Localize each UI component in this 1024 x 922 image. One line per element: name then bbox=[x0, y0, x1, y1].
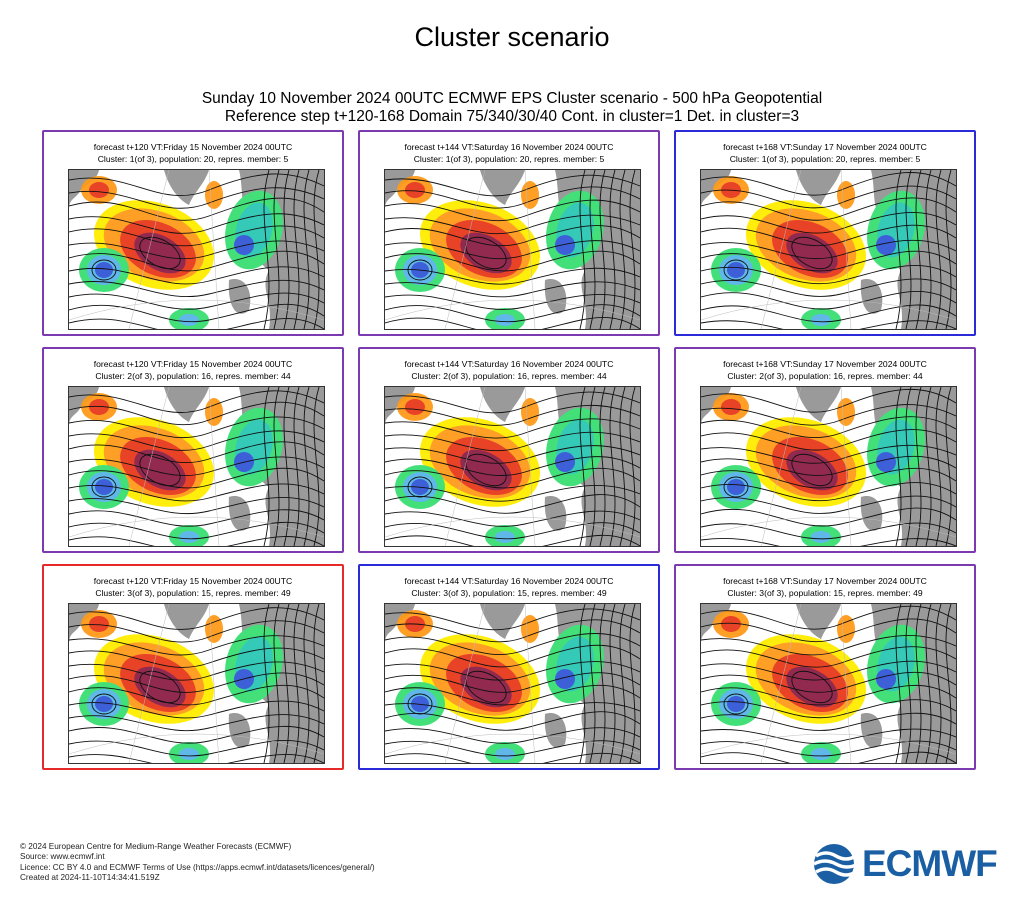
panel-cluster-line: Cluster: 1(of 3), population: 20, repres… bbox=[413, 154, 605, 164]
geopotential-contours bbox=[701, 604, 956, 763]
page-title: Cluster scenario bbox=[414, 22, 610, 52]
panel-forecast-line: forecast t+120 VT:Friday 15 November 202… bbox=[93, 576, 293, 586]
geopotential-contours bbox=[69, 604, 324, 763]
panel-title: forecast t+144 VT:Saturday 16 November 2… bbox=[360, 358, 658, 382]
geopotential-contours bbox=[385, 170, 640, 329]
footer-copyright: © 2024 European Centre for Medium-Range … bbox=[20, 842, 292, 851]
footer-source: Source: www.ecmwf.int bbox=[20, 852, 105, 862]
ecmwf-logo: ECMWF bbox=[812, 842, 1012, 886]
geopotential-map bbox=[384, 169, 641, 330]
graticule bbox=[385, 170, 640, 329]
geopotential-contours bbox=[385, 387, 640, 546]
cluster-panel-r1-c2: forecast t+144 VT:Saturday 16 November 2… bbox=[358, 130, 660, 336]
panel-title: forecast t+168 VT:Sunday 17 November 202… bbox=[676, 575, 974, 599]
panel-forecast-line: forecast t+120 VT:Friday 15 November 202… bbox=[93, 142, 293, 152]
panel-cluster-line: Cluster: 2(of 3), population: 16, repres… bbox=[727, 371, 923, 381]
panel-forecast-line: forecast t+168 VT:Sunday 17 November 202… bbox=[723, 142, 927, 152]
geopotential-map bbox=[68, 603, 325, 764]
subtitle-line-2: Reference step t+120-168 Domain 75/340/3… bbox=[224, 108, 800, 125]
cluster-panel-r2-c1: forecast t+120 VT:Friday 15 November 202… bbox=[42, 347, 344, 553]
graticule bbox=[385, 604, 640, 763]
panel-cluster-line: Cluster: 2(of 3), population: 16, repres… bbox=[95, 371, 291, 381]
panel-forecast-line: forecast t+144 VT:Saturday 16 November 2… bbox=[404, 576, 614, 586]
panel-title: forecast t+144 VT:Saturday 16 November 2… bbox=[360, 141, 658, 165]
geopotential-map bbox=[700, 603, 957, 764]
footer-created: Created at 2024-11-10T14:34:41.519Z bbox=[20, 873, 160, 883]
cluster-panel-r1-c1: forecast t+120 VT:Friday 15 November 202… bbox=[42, 130, 344, 336]
graticule bbox=[701, 387, 956, 546]
panel-cluster-line: Cluster: 2(of 3), population: 16, repres… bbox=[411, 371, 607, 381]
cluster-panel-r3-c3: forecast t+168 VT:Sunday 17 November 202… bbox=[674, 564, 976, 770]
geopotential-map bbox=[384, 386, 641, 547]
panel-forecast-line: forecast t+144 VT:Saturday 16 November 2… bbox=[404, 142, 614, 152]
cold-anomaly bbox=[79, 190, 283, 329]
geopotential-contours bbox=[701, 387, 956, 546]
panel-title: forecast t+168 VT:Sunday 17 November 202… bbox=[676, 358, 974, 382]
cluster-panel-r3-c2: forecast t+144 VT:Saturday 16 November 2… bbox=[358, 564, 660, 770]
panel-title: forecast t+120 VT:Friday 15 November 202… bbox=[44, 141, 342, 165]
cluster-panel-r2-c3: forecast t+168 VT:Sunday 17 November 202… bbox=[674, 347, 976, 553]
subtitle-line-1: Sunday 10 November 2024 00UTC ECMWF EPS … bbox=[201, 90, 823, 107]
ecmwf-wave-logo-icon bbox=[813, 844, 859, 884]
graticule bbox=[385, 387, 640, 546]
panel-forecast-line: forecast t+144 VT:Saturday 16 November 2… bbox=[404, 359, 614, 369]
geopotential-contours bbox=[701, 170, 956, 329]
panel-forecast-line: forecast t+120 VT:Friday 15 November 202… bbox=[93, 359, 293, 369]
geopotential-contours bbox=[385, 604, 640, 763]
geopotential-map bbox=[700, 169, 957, 330]
panel-cluster-line: Cluster: 1(of 3), population: 20, repres… bbox=[729, 154, 921, 164]
graticule bbox=[69, 604, 324, 763]
graticule bbox=[69, 387, 324, 546]
panel-title: forecast t+120 VT:Friday 15 November 202… bbox=[44, 575, 342, 599]
cold-anomaly bbox=[711, 407, 925, 546]
graticule bbox=[701, 170, 956, 329]
ecmwf-logo-text: ECMWF bbox=[862, 843, 998, 884]
panel-cluster-line: Cluster: 3(of 3), population: 15, repres… bbox=[95, 588, 291, 598]
footer-licence: Licence: CC BY 4.0 and ECMWF Terms of Us… bbox=[20, 862, 375, 872]
geopotential-contours bbox=[69, 170, 324, 329]
cluster-panel-r3-c1: forecast t+120 VT:Friday 15 November 202… bbox=[42, 564, 344, 770]
panel-title: forecast t+168 VT:Sunday 17 November 202… bbox=[676, 141, 974, 165]
graticule bbox=[701, 604, 956, 763]
geopotential-map bbox=[68, 169, 325, 330]
panel-cluster-line: Cluster: 1(of 3), population: 20, repres… bbox=[97, 154, 289, 164]
cluster-panel-r2-c2: forecast t+144 VT:Saturday 16 November 2… bbox=[358, 347, 660, 553]
panel-forecast-line: forecast t+168 VT:Sunday 17 November 202… bbox=[723, 576, 927, 586]
footer: © 2024 European Centre for Medium-Range … bbox=[20, 842, 375, 884]
panel-cluster-line: Cluster: 3(of 3), population: 15, repres… bbox=[727, 588, 923, 598]
graticule bbox=[69, 170, 324, 329]
geopotential-map bbox=[68, 386, 325, 547]
geopotential-map bbox=[384, 603, 641, 764]
warm-anomaly bbox=[397, 176, 541, 290]
geopotential-contours bbox=[69, 387, 324, 546]
panel-title: forecast t+144 VT:Saturday 16 November 2… bbox=[360, 575, 658, 599]
geopotential-map bbox=[700, 386, 957, 547]
panel-forecast-line: forecast t+168 VT:Sunday 17 November 202… bbox=[723, 359, 927, 369]
cluster-panel-r1-c3: forecast t+168 VT:Sunday 17 November 202… bbox=[674, 130, 976, 336]
panel-cluster-line: Cluster: 3(of 3), population: 15, repres… bbox=[411, 588, 607, 598]
panel-title: forecast t+120 VT:Friday 15 November 202… bbox=[44, 358, 342, 382]
